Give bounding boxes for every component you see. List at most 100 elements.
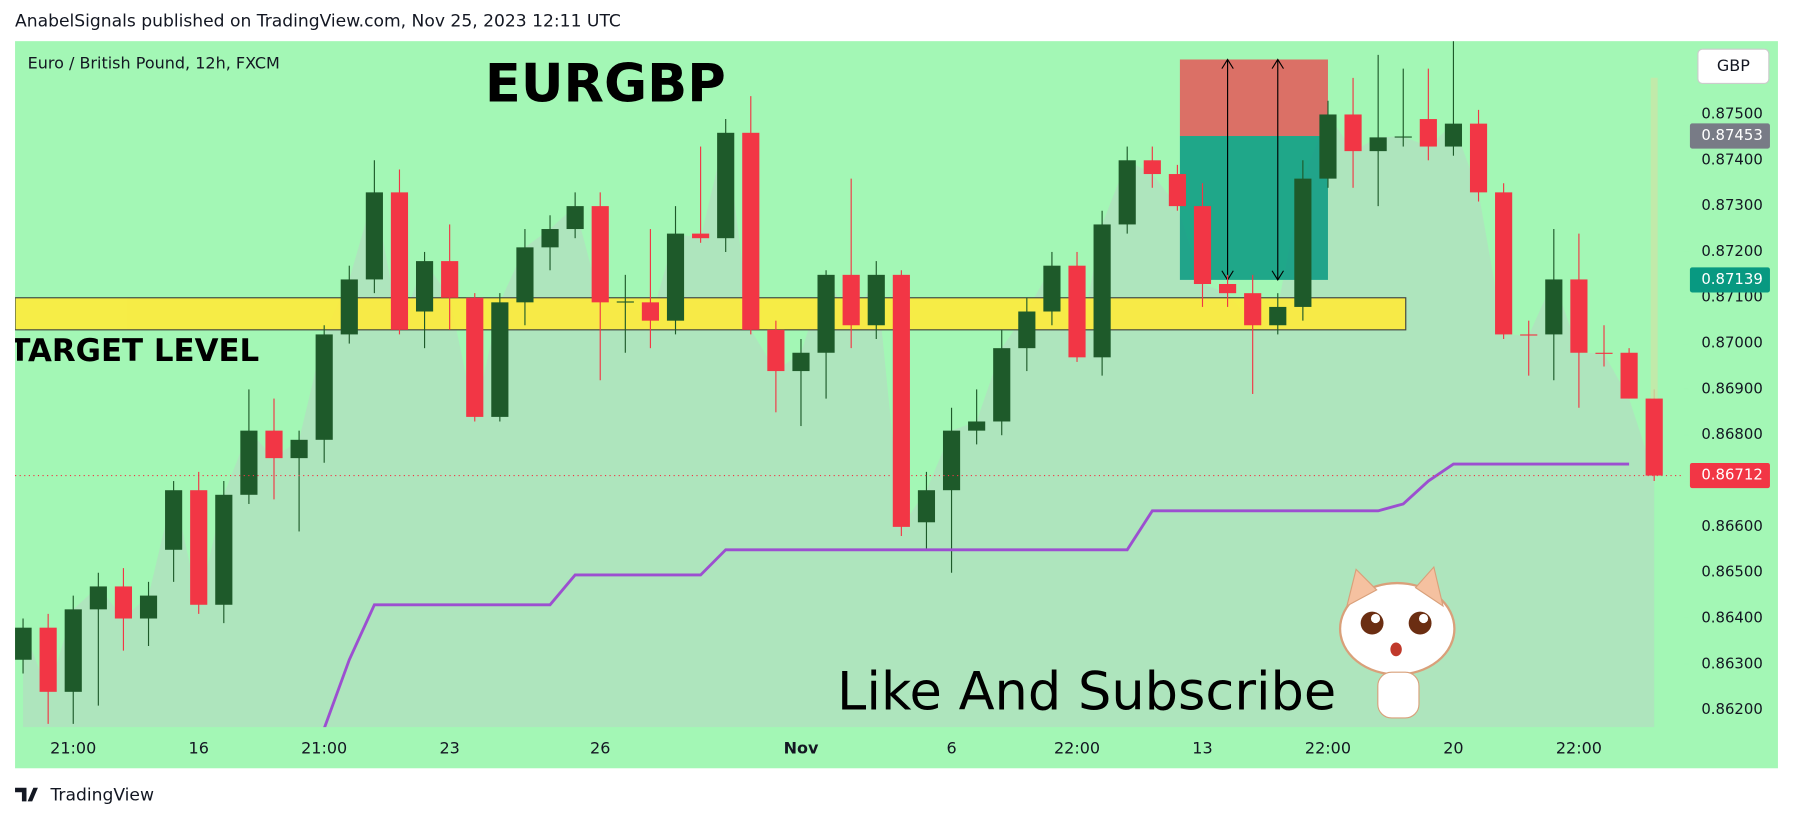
candle-body xyxy=(942,430,961,491)
candle-body xyxy=(1469,123,1488,193)
footer-text: TradingView xyxy=(49,786,153,806)
x-tick-label: 26 xyxy=(590,738,610,757)
y-tick-label: 0.87200 xyxy=(1701,242,1762,260)
candle-body xyxy=(1570,279,1588,353)
target-zone xyxy=(15,297,1407,331)
chart-title: EURGBP xyxy=(485,54,726,115)
close-area xyxy=(23,114,1655,728)
candle-body xyxy=(190,490,208,605)
candle-body xyxy=(1369,137,1387,152)
candle-body xyxy=(290,439,308,459)
x-tick-label: 22:00 xyxy=(1054,738,1100,757)
y-tick-label: 0.86500 xyxy=(1701,563,1762,581)
candle-body xyxy=(1595,352,1613,354)
currency-label[interactable]: GBP xyxy=(1717,56,1750,75)
candle-body xyxy=(541,229,559,248)
candle-body xyxy=(792,352,810,372)
candle-body xyxy=(1545,279,1563,335)
candle-body xyxy=(1244,293,1262,326)
candle-body xyxy=(1419,119,1437,147)
position-arrow-head xyxy=(1271,58,1284,281)
candle-body xyxy=(1645,398,1663,476)
publish-header: AnabelSignals published on TradingView.c… xyxy=(15,12,621,32)
price-label: 0.87139 xyxy=(1701,270,1762,288)
candle-body xyxy=(717,132,735,239)
candle-body xyxy=(39,627,57,692)
y-tick-label: 0.86400 xyxy=(1701,609,1762,627)
price-label-box xyxy=(1689,462,1770,489)
y-tick-label: 0.86800 xyxy=(1701,425,1762,443)
candle-body xyxy=(365,192,383,280)
y-tick-label: 0.87500 xyxy=(1701,104,1762,122)
x-tick-label: 22:00 xyxy=(1305,738,1351,757)
price-label-box xyxy=(1689,267,1770,293)
candle-body xyxy=(340,279,358,335)
candle-body xyxy=(968,421,986,431)
candle-body xyxy=(1319,114,1337,179)
y-tick-label: 0.86900 xyxy=(1701,379,1762,397)
candle-body xyxy=(265,430,283,459)
x-tick-label: 20 xyxy=(1443,738,1463,757)
price-label: 0.87453 xyxy=(1701,126,1762,144)
candle-body xyxy=(1118,160,1136,225)
candle-body xyxy=(516,247,534,303)
candle-body xyxy=(1444,123,1463,147)
candle-body xyxy=(917,490,936,523)
candle-body xyxy=(1168,174,1186,207)
range-marker xyxy=(1650,77,1658,399)
candle-body xyxy=(390,192,409,330)
symbol-subtitle: Euro / British Pound, 12h, FXCM xyxy=(28,54,280,73)
candle-body xyxy=(1294,178,1312,307)
candle-body xyxy=(165,490,183,550)
x-tick-label: Nov xyxy=(784,738,819,757)
candle-body xyxy=(566,206,584,230)
price-label: 0.86712 xyxy=(1701,466,1762,484)
candle-body xyxy=(114,586,133,619)
candle-body xyxy=(767,329,785,372)
candle-body xyxy=(993,348,1011,422)
x-tick-label: 16 xyxy=(189,738,209,757)
y-tick-label: 0.86300 xyxy=(1701,654,1762,672)
candle-body xyxy=(1520,334,1538,336)
y-tick-label: 0.87400 xyxy=(1701,150,1762,168)
candle-body xyxy=(1344,114,1362,152)
x-tick-label: 21:00 xyxy=(301,738,347,757)
candle-body xyxy=(1394,136,1412,138)
candle-body xyxy=(1269,306,1287,326)
candle-body xyxy=(641,302,659,321)
candle-body xyxy=(1043,265,1061,312)
candle-body xyxy=(742,132,760,330)
stop-line xyxy=(323,462,1630,728)
candle-body xyxy=(692,233,710,239)
y-tick-label: 0.87300 xyxy=(1701,196,1762,214)
target-zone-label: TARGET LEVEL xyxy=(9,333,259,369)
candle-body xyxy=(139,595,158,619)
candle-body xyxy=(1193,206,1212,285)
candle-body xyxy=(867,274,885,326)
y-tick-label: 0.86600 xyxy=(1701,517,1762,535)
candle-body xyxy=(491,302,509,417)
candle-body xyxy=(441,261,459,298)
x-tick-label: 13 xyxy=(1192,738,1212,757)
candle-body xyxy=(89,586,107,610)
plot-area: TARGET LEVEL xyxy=(9,41,1663,728)
candle-body xyxy=(842,274,860,326)
candle-body xyxy=(15,627,32,660)
candle-body xyxy=(215,494,233,605)
x-tick-label: 21:00 xyxy=(50,738,96,757)
overlay-text: Like And Subscribe xyxy=(837,662,1336,723)
candle-body xyxy=(466,297,484,417)
cat-sticker xyxy=(1338,565,1456,719)
candle-body xyxy=(315,334,333,440)
candle-body xyxy=(817,274,835,353)
currency-button[interactable] xyxy=(1697,48,1770,85)
candle-body xyxy=(616,301,634,303)
x-tick-label: 22:00 xyxy=(1556,738,1602,757)
candle-body xyxy=(1219,284,1237,294)
candle-body xyxy=(1143,160,1161,175)
position-stop-zone xyxy=(1179,59,1328,137)
candle-body xyxy=(1093,224,1111,358)
x-tick-label: 23 xyxy=(439,738,459,757)
